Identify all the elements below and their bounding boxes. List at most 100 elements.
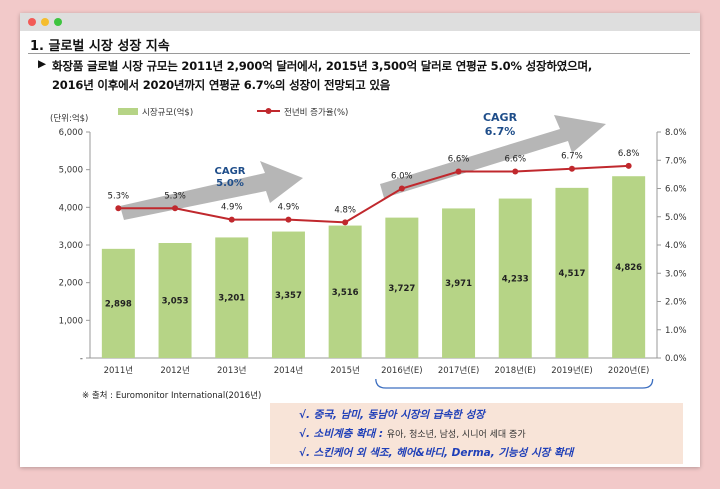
note-item: √. 스킨케어 외 색조, 헤어&바디, Derma, 기능성 시장 확대	[299, 445, 573, 460]
line-point	[172, 205, 179, 212]
bar	[158, 243, 192, 358]
line-point	[625, 162, 632, 169]
bar	[555, 187, 589, 358]
y-right-tick-label: 1.0%	[665, 326, 687, 336]
y-left-tick-label: 2,000	[59, 279, 83, 289]
check-icon: √.	[299, 447, 310, 459]
bar	[385, 217, 419, 358]
chart-axes: - 1,000 2,000 3,000 4,000 5,000 6,000 0.0% 1.0% 2…	[50, 113, 687, 389]
note-item: √. 중국, 남미, 동남아 시장의 급속한 성장	[299, 407, 485, 422]
line-value-label: 5.3%	[164, 191, 186, 201]
bar	[101, 248, 135, 358]
line-value-label: 6.0%	[391, 172, 413, 182]
maximize-window-button[interactable]	[54, 18, 62, 26]
bar	[215, 237, 249, 358]
line-value-label: 5.3%	[108, 191, 130, 201]
close-window-button[interactable]	[28, 18, 36, 26]
bar-value-label: 2,898	[105, 299, 132, 309]
bar-value-label: 3,971	[445, 279, 472, 289]
line-point	[568, 165, 575, 172]
cagr-annotation-value: 6.7%	[485, 125, 516, 138]
x-tick-label: 2013년	[217, 365, 246, 376]
heading-divider	[28, 53, 690, 54]
line-point	[115, 205, 122, 212]
line-point	[512, 168, 519, 175]
cagr-annotation-value: 5.0%	[216, 178, 244, 189]
note-main: 스킨케어 외 색조, 헤어&바디, Derma, 기능성 시장 확대	[313, 447, 574, 459]
y-left-tick-label: 1,000	[59, 316, 83, 326]
x-tick-label: 2015년	[330, 365, 359, 376]
line-point	[285, 216, 292, 223]
cagr-arrows	[120, 115, 606, 220]
x-tick-label: 2020년(E)	[608, 365, 649, 376]
bar-value-label: 4,233	[502, 274, 529, 284]
line-value-label: 6.8%	[618, 149, 640, 159]
check-icon: √.	[299, 428, 310, 440]
slide-heading: 1. 글로벌 시장 성장 지속	[30, 39, 170, 54]
forecast-bracket	[375, 378, 654, 389]
summary-line-2: 2016년 이후에서 2020년까지 연평균 6.7%의 성장이 전망되고 있음	[52, 78, 391, 92]
window-titlebar	[20, 13, 700, 31]
line-point	[342, 219, 349, 226]
y-left-tick-label: 3,000	[59, 241, 83, 251]
note-main: 소비계층 확대 :	[313, 428, 384, 440]
check-icon: √.	[299, 409, 310, 421]
line-series: 5.3% 5.3% 4.9% 4.9% 4.8% 6.0% 6.6% 6.6% 6.7% 6.8%	[108, 149, 640, 226]
legend-line-label: 전년비 증가율(%)	[284, 107, 348, 118]
y-right-tick-label: 5.0%	[665, 213, 687, 223]
slide-window: 1. 글로벌 시장 성장 지속 ▶ 화장품 글로벌 시장 규모는 2011년 2…	[20, 13, 700, 467]
line-value-label: 6.6%	[448, 155, 470, 165]
x-tick-label: 2016년(E)	[381, 365, 422, 376]
bar	[271, 231, 305, 358]
y-left-tick-label: -	[80, 354, 83, 364]
line-value-label: 4.9%	[278, 203, 300, 213]
x-tick-label: 2019년(E)	[551, 365, 592, 376]
line-point	[228, 216, 235, 223]
line-point	[398, 185, 405, 192]
line-point	[455, 168, 462, 175]
market-growth-chart: - 1,000 2,000 3,000 4,000 5,000 6,000 0.0% 1.0% 2…	[50, 107, 687, 389]
source-note: ※ 출처 : Euromonitor International(2016년)	[82, 391, 262, 401]
note-item: √. 소비계층 확대 : 유아, 청소년, 남성, 시니어 세대 증가	[299, 426, 526, 441]
x-tick-label: 2014년	[274, 365, 303, 376]
x-tick-label: 2018년(E)	[495, 365, 536, 376]
bar	[442, 208, 476, 358]
notes-box: √. 중국, 남미, 동남아 시장의 급속한 성장 √. 소비계층 확대 : 유…	[270, 403, 683, 464]
bar-value-label: 3,053	[162, 297, 189, 307]
growth-rate-line	[118, 164, 629, 224]
legend-line-marker	[265, 108, 272, 114]
bar-value-label: 3,516	[332, 288, 359, 298]
bar-series: 2,898 3,053 3,201 3,357 3,516 3,727 3,971 4,233…	[101, 176, 646, 358]
line-value-label: 4.9%	[221, 203, 243, 213]
line-value-label: 4.8%	[334, 205, 356, 215]
bar-value-label: 3,201	[218, 294, 245, 304]
minimize-window-button[interactable]	[41, 18, 49, 26]
bar-value-label: 4,517	[559, 269, 586, 279]
legend-bar-label: 시장규모(억$)	[142, 107, 193, 118]
y-right-tick-label: 0.0%	[665, 354, 687, 364]
bar-value-label: 3,357	[275, 291, 302, 301]
x-tick-label: 2012년	[160, 365, 189, 376]
bar	[612, 176, 646, 358]
x-tick-label: 2017년(E)	[438, 365, 479, 376]
y-left-tick-label: 5,000	[59, 166, 83, 176]
y-left-tick-label: 6,000	[59, 128, 83, 138]
cagr-annotation-label: CAGR	[215, 166, 246, 177]
cagr-arrow-1-icon	[120, 161, 303, 220]
y-left-tick-label: 4,000	[59, 203, 83, 213]
bar	[328, 225, 362, 358]
summary-line-1: 화장품 글로벌 시장 규모는 2011년 2,900억 달러에서, 2015년 …	[52, 59, 593, 73]
bar-value-label: 4,826	[615, 263, 642, 273]
x-tick-label: 2011년	[104, 365, 133, 376]
triangle-bullet-icon: ▶	[38, 58, 47, 70]
bar	[498, 198, 532, 358]
chart-legend: 시장규모(억$) 전년비 증가율(%)	[118, 107, 348, 118]
note-main: 중국, 남미, 동남아 시장의 급속한 성장	[313, 409, 485, 421]
y-left-unit-label: (단위:억$)	[50, 113, 88, 124]
y-right-tick-label: 3.0%	[665, 269, 687, 279]
y-right-tick-label: 4.0%	[665, 241, 687, 251]
note-sub: 유아, 청소년, 남성, 시니어 세대 증가	[386, 430, 526, 440]
bar-value-label: 3,727	[388, 284, 415, 294]
line-value-label: 6.6%	[504, 155, 526, 165]
